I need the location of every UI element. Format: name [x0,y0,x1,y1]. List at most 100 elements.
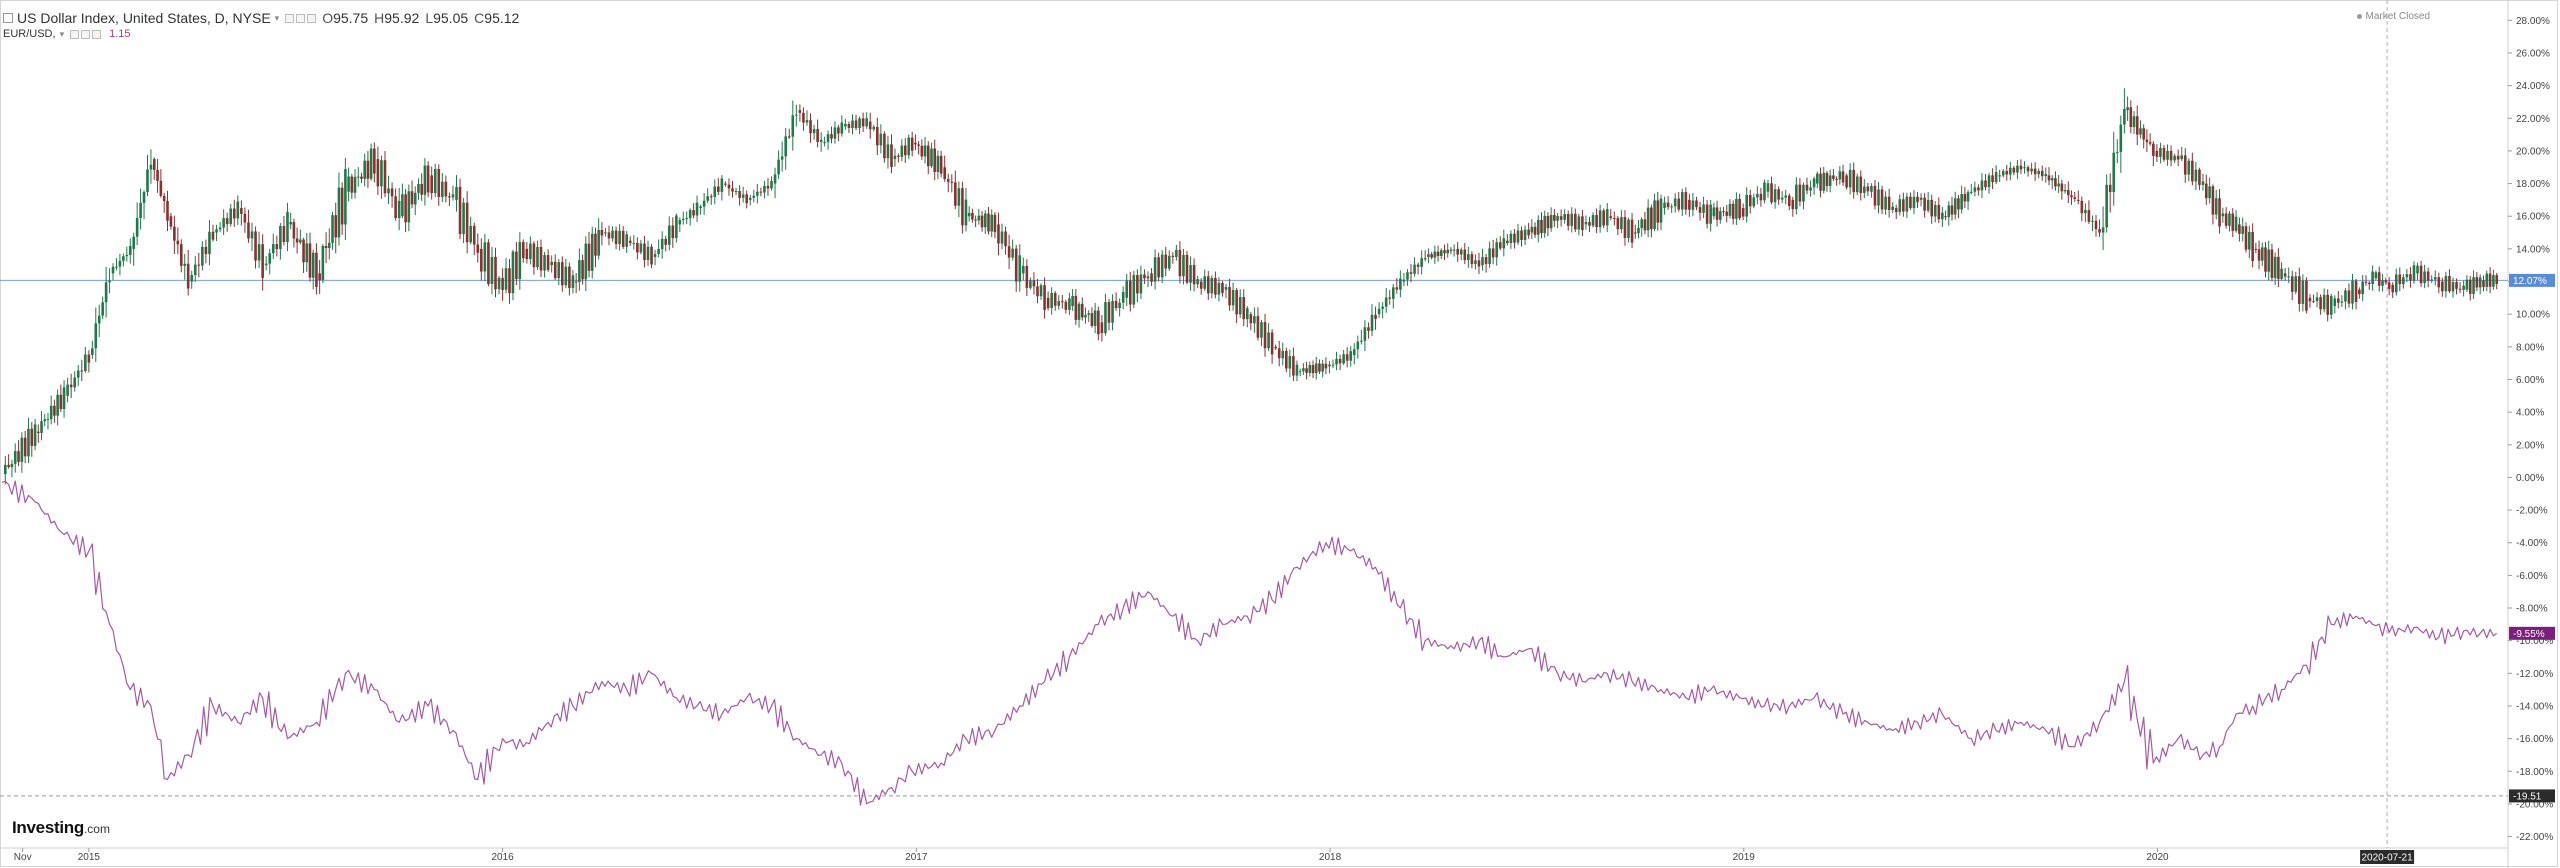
y-tick-label: 2.00% [2516,440,2544,451]
compare-remove-icon[interactable] [92,29,102,39]
dxy-candle-body [1498,242,1502,249]
dxy-candle-body [1433,251,1437,258]
series-remove-icon[interactable] [307,13,317,23]
dxy-candle-body [974,219,977,221]
compare-last-badge-bg [2509,626,2555,640]
collapse-legend-icon[interactable] [3,13,13,23]
dxy-candle-body [1822,172,1826,191]
dxy-candle-body [688,210,692,219]
compare-symbol[interactable]: EUR/USD, [3,28,56,40]
dxy-candle-body [823,142,826,144]
dxy-candle-body [2054,178,2057,187]
dxy-candle-body [1787,195,1791,206]
dxy-candle-body [1613,217,1616,219]
dxy-candle-body [1980,180,1984,191]
dxy-candle-body [1331,364,1335,366]
dxy-candle-body [521,242,525,259]
dxy-candle-body [1863,186,1866,193]
dxy-candle-body [1835,178,1838,180]
dxy-candle-body [480,248,483,272]
dxy-candle-body [2183,155,2187,175]
dxy-candle-body [2294,276,2298,292]
dxy-candle-body [13,451,17,464]
dxy-candle-body [1057,301,1061,306]
dxy-candle-body [1420,258,1423,267]
dxy-candle-body [108,280,111,283]
dxy-candle-body [1605,209,1609,226]
low-level-badge: -19.51 [2509,789,2555,803]
dxy-candle-body [1046,297,1050,309]
dxy-candle-body [1941,212,1944,220]
dxy-candle-body [692,210,695,216]
dxy-candle-body [225,218,229,225]
dxy-candle-body [2080,200,2084,214]
dxy-candle-body [2387,282,2391,289]
dxy-candle-body [2465,279,2469,290]
dxy-candle-body [261,244,264,278]
dxy-candle-body [1819,173,1822,191]
dxy-candle-body [780,156,784,160]
dxy-candle-body [699,206,702,209]
dxy-candle-body [483,242,487,272]
symbol-title[interactable]: US Dollar Index, United States, D, NYSE [17,10,271,26]
series-settings-icon[interactable] [296,13,306,23]
dxy-candle-body [2094,220,2098,230]
dxy-candle-body [1698,207,1702,213]
dxy-candle-body [1370,314,1374,331]
dxy-candle-body [734,191,738,193]
dxy-candle-body [1759,193,1763,201]
dxy-candle-body [805,120,809,123]
dxy-candle-body [1446,249,1450,254]
dxy-candle-body [340,187,344,225]
dxy-candle-body [337,187,341,238]
compare-visibility-icon[interactable] [70,29,80,39]
dxy-candle-body [2254,248,2258,250]
dxy-candle-body [1766,183,1770,192]
dxy-candle-body [162,195,166,202]
dxy-candle-body [1342,354,1345,364]
series-visibility-icon[interactable] [285,13,295,23]
dxy-candle-body [331,215,334,243]
y-tick-label: -20.00% [2516,799,2553,810]
dxy-candle-body [1791,199,1795,210]
dxy-candle-body [1004,231,1007,247]
dxy-candle-body [553,261,557,279]
dxy-candle-body [1132,275,1136,305]
ohlc-value: 95.92 [384,10,420,26]
dxy-candle-body [578,260,581,282]
dxy-candle-body [664,238,668,245]
chevron-down-icon[interactable]: ▾ [59,28,65,39]
y-tick-label: 28.00% [2516,16,2550,27]
dxy-candle-body [334,215,338,238]
dxy-candle-body [279,226,282,250]
dxy-candle-body [865,118,868,127]
chevron-down-icon[interactable]: ▾ [274,12,280,23]
ohlc-value: 95.12 [484,10,520,26]
dxy-candle-body [1653,200,1656,230]
y-tick-label: 6.00% [2516,375,2544,386]
dxy-candle-body [183,263,187,266]
dxy-candle-body [2405,274,2409,278]
dxy-candle-body [987,213,990,232]
dxy-candle-body [218,227,222,230]
dxy-candle-body [1381,306,1384,309]
y-tick-label: -22.00% [2516,832,2553,843]
x-tick-label: 2015 [78,852,101,863]
dxy-candle-body [433,169,437,194]
dxy-candle-body [1488,248,1491,264]
dxy-candle-body [529,243,532,260]
dxy-candle-body [410,191,414,205]
dxy-candle-body [636,242,639,253]
dxy-candle-body [1178,249,1182,277]
dxy-candle-body [752,195,756,198]
dxy-candle-body [2084,210,2087,214]
dxy-candle-body [211,231,215,240]
compare-settings-icon[interactable] [81,29,91,39]
dxy-candle-body [1828,175,1832,187]
dxy-candle-body [43,419,47,422]
dxy-candle-body [2129,107,2133,128]
dxy-candle-body [2441,281,2444,292]
